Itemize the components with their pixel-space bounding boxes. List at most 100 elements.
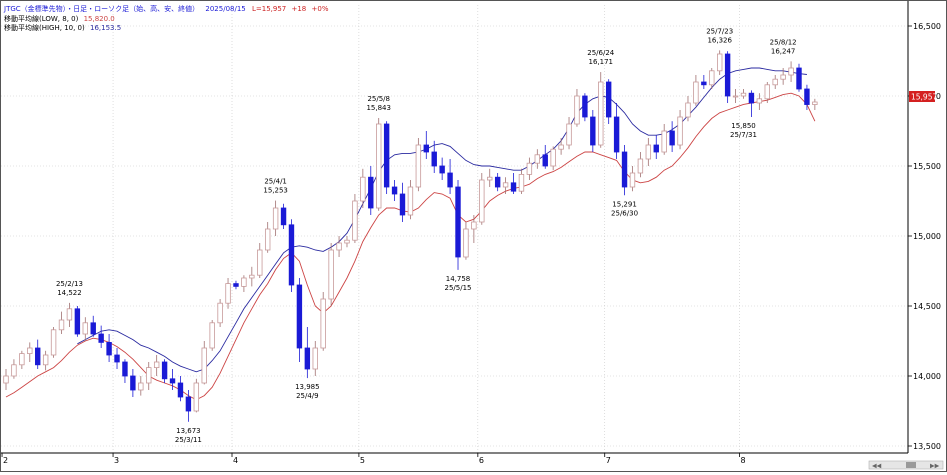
candle-body [241,277,247,287]
candle-body [605,81,612,118]
candle-body [558,144,564,150]
annotation-date: 25/4/1 [264,178,287,186]
candle [161,359,168,383]
candle-body [98,333,104,343]
x-tick-label: 4 [233,456,238,465]
candle [447,159,453,194]
annotation-date: 25/5/15 [445,284,472,292]
ma-low-label: 移動平均線(LOW, 8, 0) [4,14,79,23]
candle [399,182,406,222]
candle [27,342,33,362]
candle-body [383,123,390,188]
candle [130,369,136,397]
candle-body [225,283,231,304]
extreme-annotation: 25/4/115,253 [263,178,288,195]
candle-body [566,123,572,146]
candle-body [613,116,620,153]
candle [494,173,501,192]
candle-body [740,92,747,97]
candle-body [264,228,271,251]
candle [804,84,810,110]
candle [3,369,9,390]
candle [368,166,374,215]
candle-body [296,284,303,349]
candle-body [312,347,318,370]
candle-body [407,186,414,216]
candle [653,135,659,159]
candle [114,348,120,369]
candle-body [169,378,176,384]
x-tick-label: 3 [114,456,119,465]
candle [693,75,699,106]
candle [344,236,350,248]
ma-low-value: 15,820.0 [84,15,115,23]
candle [415,138,422,192]
scroll-right-icon[interactable]: ▶▶ [930,463,940,470]
candle [812,98,818,110]
annotation-date: 25/2/13 [56,280,83,288]
candle-body [201,347,207,384]
candle-body [439,165,445,174]
candle [177,376,184,402]
candles [3,50,818,422]
candle [780,68,786,85]
candle [534,149,541,169]
ma-high-label: 移動平均線(HIGH, 10, 0) [4,23,85,32]
candle [106,334,112,362]
candle-body [653,144,659,153]
scroll-left-icon[interactable]: ◀◀ [872,463,882,470]
candle [74,306,81,337]
candle [360,168,366,208]
candle-body [447,172,453,188]
candle [685,96,691,122]
candle [280,203,287,229]
ma-low-line [5,92,816,401]
candle [717,50,723,75]
annotation-date: 25/3/11 [175,436,202,444]
candle [376,117,382,211]
candle [502,177,509,194]
candle-body [304,347,311,370]
candle-body [732,95,739,98]
ma-high-value: 16,153.5 [90,24,121,32]
candle-body [249,274,255,279]
candle [748,90,755,117]
annotation-price: 14,522 [57,289,82,297]
candle-body [66,308,73,321]
candle [669,121,675,152]
candle [613,103,620,159]
candle [463,222,469,260]
candle-body [328,249,334,300]
candle-body [19,353,25,366]
candle-body [780,74,786,80]
candle-body [27,347,33,354]
candle-body [391,186,398,195]
candle-body [74,308,81,335]
x-tick-label: 2 [3,456,8,465]
candle-body [590,116,596,146]
candle [185,390,192,422]
scrollbar-thumb[interactable] [906,462,916,468]
candle-body [415,144,422,188]
candle-body [344,239,350,244]
scrollbar[interactable]: ◀◀ ▶▶ [868,460,944,470]
current-price-badge: 15,957 [909,91,937,102]
candle [11,359,17,379]
candle-body [288,224,295,286]
candle-body [518,173,525,192]
candle-body [35,347,41,366]
candle [391,180,398,201]
candle-body [526,162,533,175]
candle [605,79,612,124]
candle [201,341,207,385]
annotation-price: 16,326 [707,36,732,44]
x-tick-label: 5 [360,456,365,465]
candle-body [685,102,691,118]
candle [526,157,533,180]
candle [146,362,152,390]
y-tick-label: 15,500 [913,162,941,171]
annotation-price: 15,843 [366,104,391,112]
